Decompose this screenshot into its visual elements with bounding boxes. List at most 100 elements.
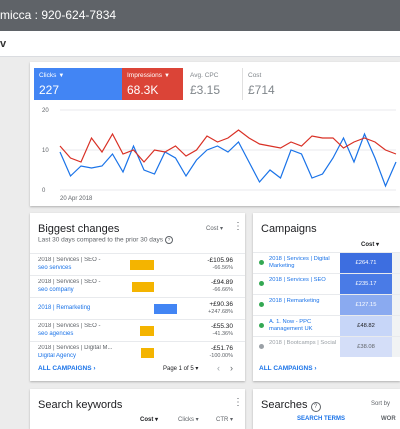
series-line-clicks	[59, 132, 397, 188]
ad-group-name: seo agencies	[38, 331, 74, 337]
top-bar: micca : 920-624-7834	[0, 0, 400, 31]
more-vert-icon[interactable]: ⋮	[233, 221, 243, 232]
next-column-cell	[392, 337, 400, 357]
metric-value: 68.3K	[127, 83, 159, 97]
campaign-cost: £264.71	[340, 253, 392, 273]
metric-label: Cost	[248, 72, 262, 79]
metric-label: Avg. CPC	[190, 72, 219, 79]
tab-search-terms[interactable]: SEARCH TERMS	[297, 416, 346, 422]
campaign-name[interactable]: A. 1. Now - PPC management UK	[269, 319, 313, 332]
change-percent: -100.00%	[209, 353, 233, 359]
overview-card: Clicks ▼ 227 Impressions ▼ 68.3K Avg. CPC …	[30, 62, 400, 206]
campaign-row[interactable]: 2018 | Bootcamps | Social £38.08	[253, 336, 400, 357]
change-bar	[154, 304, 177, 314]
searches-card: Searches ? Sort by SEARCH TERMS WOR	[253, 389, 400, 429]
page-crumb: v	[0, 38, 7, 50]
next-page-icon[interactable]: ›	[230, 363, 233, 373]
change-row[interactable]: 2018 | Remarketing +£90.36 +247.68%	[30, 297, 245, 320]
change-percent: -41.36%	[212, 331, 234, 337]
status-dot-icon	[259, 323, 264, 328]
change-value: +£90.36	[209, 301, 233, 308]
performance-chart: 20 10 0 20 Apr 2018	[42, 108, 397, 202]
y-tick-label: 20	[42, 108, 49, 114]
sort-by-select[interactable]: Sort by	[371, 401, 391, 407]
campaign-row[interactable]: 2018 | Services | Digital Marketing £264…	[253, 252, 400, 273]
status-dot-icon	[259, 302, 264, 307]
search-keywords-card: Search keywords Cost ▾ Clicks ▾ CTR ▾ ⋮	[30, 389, 245, 429]
metric-value: £714	[248, 83, 275, 97]
campaign-path: 2018 | Services | SEO -	[38, 257, 101, 263]
account-title: micca : 920-624-7834	[0, 8, 117, 22]
sub-bar: v	[0, 31, 400, 57]
change-row[interactable]: 2018 | Services | Digital M... Digital A…	[30, 341, 245, 364]
card-title: Campaigns	[261, 223, 317, 235]
metric-tile-impressions[interactable]: Impressions ▼ 68.3K	[122, 68, 183, 100]
more-vert-icon[interactable]: ⋮	[233, 397, 243, 408]
change-bar	[140, 326, 154, 336]
y-tick-label: 10	[42, 148, 49, 154]
change-bar	[132, 282, 154, 292]
card-title: Searches	[261, 399, 308, 411]
campaign-name[interactable]: 2018 | Services | Digital Marketing	[269, 256, 330, 269]
ad-group-name: seo services	[38, 265, 72, 271]
sort-select[interactable]: Cost ▾	[206, 226, 224, 232]
change-bar	[130, 260, 154, 270]
metric-tile-clicks[interactable]: Clicks ▼ 227	[34, 68, 122, 100]
card-title: Search keywords	[38, 399, 123, 411]
ad-group-name: Digital Agency	[38, 353, 77, 359]
change-row[interactable]: 2018 | Services | SEO - seo agencies -£5…	[30, 319, 245, 342]
all-campaigns-link[interactable]: ALL CAMPAIGNS ›	[38, 365, 96, 372]
change-percent: -66.56%	[212, 265, 234, 271]
prev-page-icon[interactable]: ‹	[217, 363, 220, 373]
card-subtitle: Last 30 days compared to the prior 30 da…	[38, 236, 164, 244]
change-row[interactable]: 2018 | Services | SEO - seo services -£1…	[30, 253, 245, 276]
campaign-cost: £235.17	[340, 274, 392, 294]
change-percent: -66.66%	[212, 287, 234, 293]
metric-tile-avg-cpc[interactable]: Avg. CPC £3.15	[185, 68, 241, 100]
campaign-row[interactable]: 2018 | Services | SEO £235.17	[253, 273, 400, 294]
x-start-label: 20 Apr 2018	[60, 196, 93, 202]
help-icon[interactable]: ?	[165, 236, 174, 244]
card-title: Biggest changes	[38, 223, 120, 235]
status-dot-icon	[259, 260, 264, 265]
metric-label: Clicks	[39, 72, 57, 79]
campaign-name[interactable]: 2018 | Remarketing	[269, 298, 320, 304]
change-percent: +247.68%	[208, 309, 233, 315]
status-dot-icon	[259, 344, 264, 349]
cost-column-header[interactable]: Cost ▾	[361, 242, 380, 248]
next-column-cell	[392, 316, 400, 336]
y-tick-label: 0	[42, 188, 46, 194]
next-column-cell	[392, 274, 400, 294]
change-value: -£51.76	[210, 345, 233, 352]
tab-words[interactable]: WOR	[381, 416, 396, 422]
help-icon[interactable]: ?	[310, 402, 321, 412]
all-campaigns-link[interactable]: ALL CAMPAIGNS ›	[259, 365, 317, 372]
status-dot-icon	[259, 281, 264, 286]
pagination: Page 1 of 5 ▾	[163, 366, 199, 372]
campaign-name[interactable]: 2018 | Services | SEO	[269, 277, 326, 283]
change-value: -£94.89	[210, 279, 233, 286]
biggest-changes-card: Biggest changes Last 30 days compared to…	[30, 213, 245, 381]
campaign-cost: £38.08	[340, 337, 392, 357]
campaign-name[interactable]: 2018 | Bootcamps | Social	[269, 340, 337, 346]
campaign-path: 2018 | Services | SEO -	[38, 323, 101, 329]
campaign-path: 2018 | Services | SEO -	[38, 279, 101, 285]
dropdown-caret-icon: ▼	[58, 73, 65, 79]
series-line-impressions	[59, 129, 397, 163]
metric-tile-cost[interactable]: Cost £714	[242, 68, 299, 100]
change-value: -£55.30	[210, 323, 233, 330]
campaign-row[interactable]: A. 1. Now - PPC management UK £48.82	[253, 315, 400, 336]
next-column-cell	[392, 295, 400, 315]
change-bar	[141, 348, 154, 358]
ad-group-name: seo company	[38, 287, 74, 293]
metric-label: Impressions	[127, 72, 163, 79]
change-row[interactable]: 2018 | Services | SEO - seo company -£94…	[30, 275, 245, 298]
campaigns-card: Campaigns Cost ▾ 2018 | Services | Digit…	[253, 213, 400, 381]
change-value: -£105.96	[207, 257, 233, 264]
campaign-cost: £48.82	[340, 316, 392, 336]
metric-value: £3.15	[190, 83, 221, 97]
campaign-path: 2018 | Services | Digital M...	[38, 345, 113, 351]
campaign-row[interactable]: 2018 | Remarketing £127.15	[253, 294, 400, 315]
dropdown-caret-icon: ▼	[164, 73, 170, 79]
metric-value: 227	[39, 83, 60, 97]
